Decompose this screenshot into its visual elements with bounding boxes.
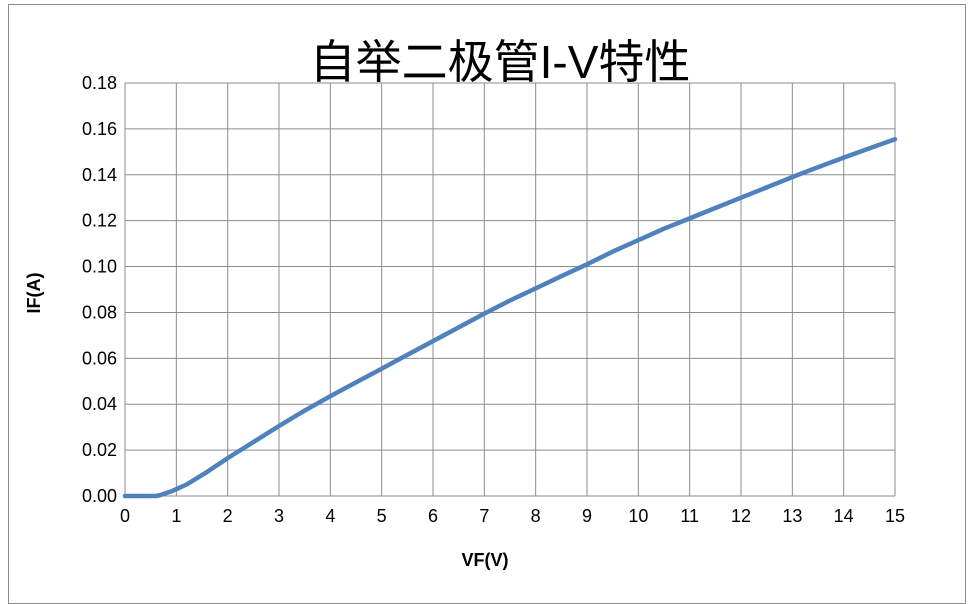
x-tick-label: 11 [680,506,699,526]
x-tick-label: 12 [731,506,751,526]
x-tick-label: 5 [377,506,387,526]
series-line [122,136,898,499]
x-tick-label: 1 [171,506,181,526]
grid [124,82,896,497]
x-tick-label: 8 [531,506,541,526]
chart-title: 自举二极管I-V特性 [310,36,691,88]
y-tick-label: 0.10 [82,257,117,277]
x-tick-label: 0 [120,506,130,526]
x-tick-label: 14 [834,506,854,526]
y-tick-label: 0.00 [82,486,117,506]
y-tick-label: 0.06 [82,348,117,368]
x-tick-label: 3 [274,506,284,526]
y-tick-label: 0.04 [82,394,117,414]
x-tick-label: 4 [325,506,335,526]
x-tick-label: 2 [223,506,233,526]
y-tick-label: 0.12 [82,211,117,231]
x-tick-label: 6 [428,506,438,526]
y-tick-label: 0.02 [82,440,117,460]
y-tick-label: 0.08 [82,302,117,322]
x-tick-labels: 0 1 2 3 4 5 6 7 8 9 10 11 12 13 14 15 [120,506,905,526]
chart-frame [8,4,966,604]
x-tick-label: 10 [628,506,648,526]
x-tick-label: 15 [885,506,905,526]
x-axis-label: VF(V) [462,550,509,570]
series-group [122,136,898,499]
x-tick-label: 9 [582,506,592,526]
line-chart: 自举二极管I-V特性 0.000.020.040.060.080.100.120… [24,36,905,570]
y-tick-label: 0.16 [82,119,117,139]
y-tick-label: 0.14 [82,165,117,185]
x-tick-label: 7 [479,506,489,526]
x-tick-label: 13 [782,506,802,526]
y-tick-label: 0.18 [82,73,117,93]
y-tick-labels: 0.00 0.02 0.04 0.06 0.08 0.10 0.12 0.14 0.16 0.18 [82,73,117,506]
y-axis-label: IF(A) [24,273,44,314]
